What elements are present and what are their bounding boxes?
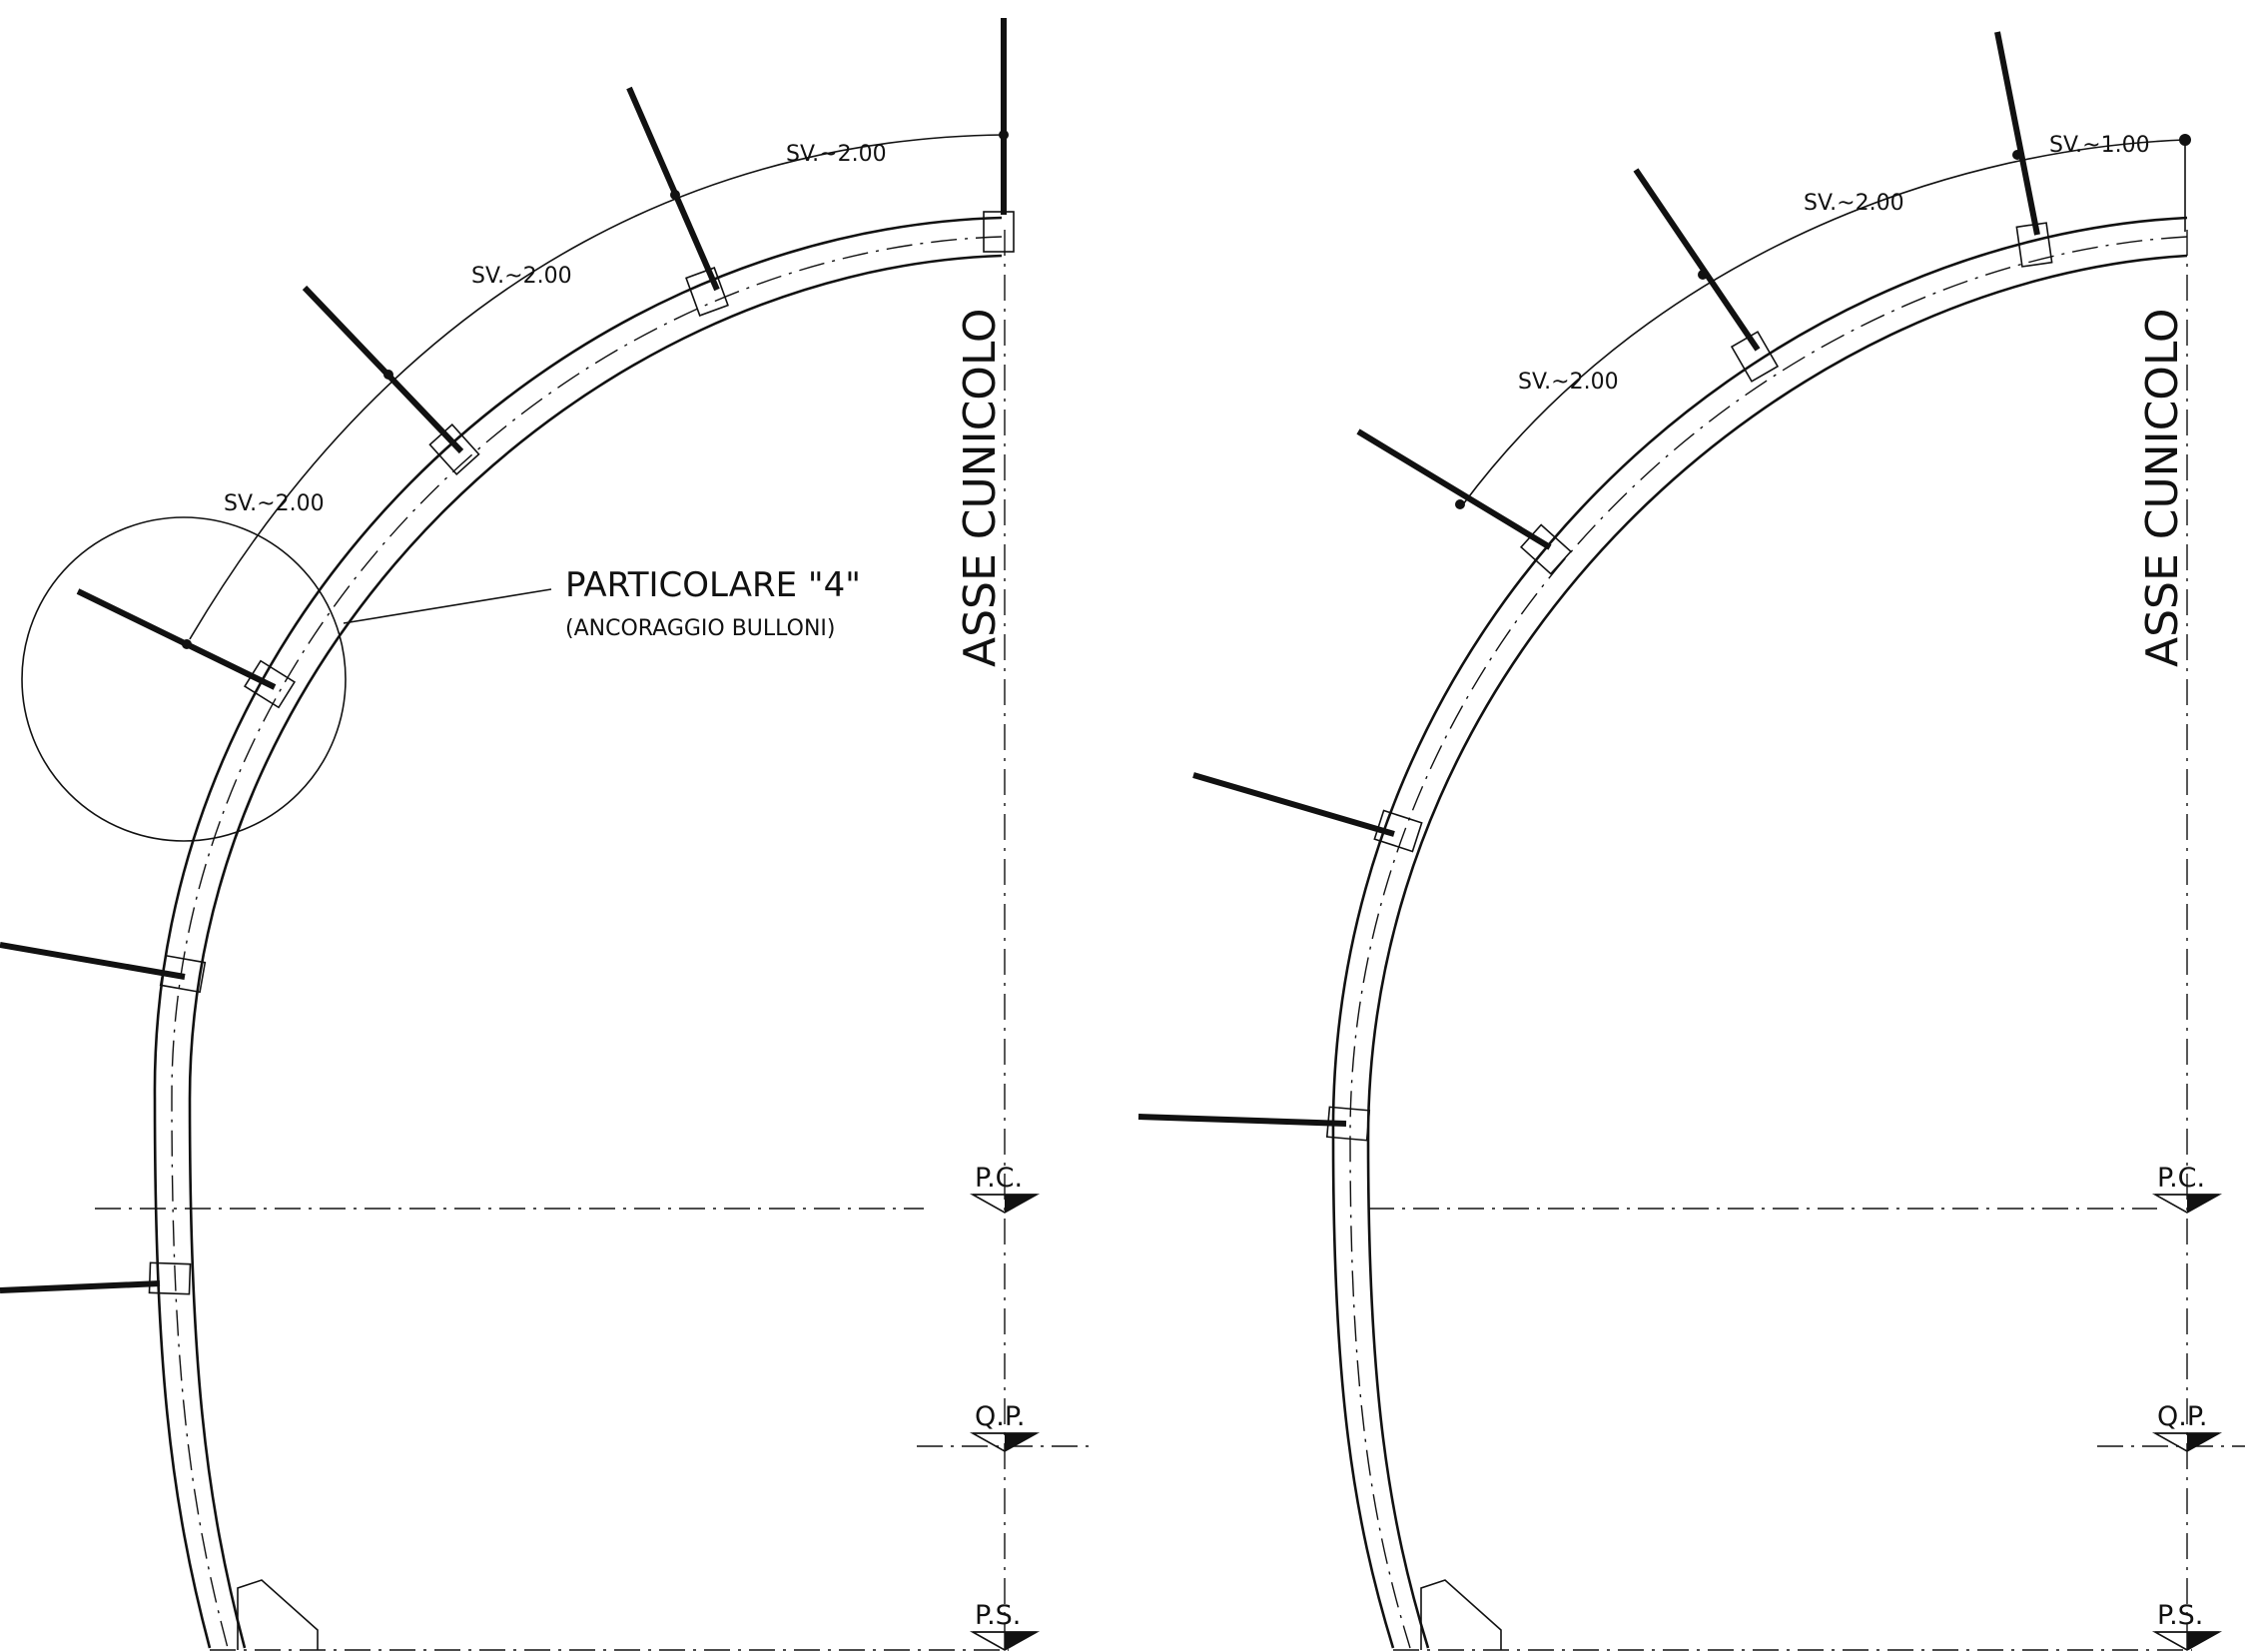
left-rib-inner xyxy=(188,254,1003,1649)
left-spacing-arc xyxy=(189,134,1005,640)
right-section: SV.~1.00 SV.~2.00 SV.~2.00 ASSE CUNICOLO… xyxy=(1137,31,2245,1651)
level-label-pc: P.C. xyxy=(975,1163,1023,1194)
dimension-point xyxy=(2012,150,2022,160)
level-marker-qp xyxy=(969,1432,1041,1452)
level-label-qp: Q.P. xyxy=(2157,1401,2208,1432)
right-foot-plate xyxy=(1420,1579,1502,1650)
tunnel-axis-label: ASSE CUNICOLO xyxy=(955,309,1006,668)
level-marker-pc xyxy=(969,1194,1041,1214)
tunnel-axis-label: ASSE CUNICOLO xyxy=(2137,309,2188,668)
level-label-pc: P.C. xyxy=(2157,1163,2205,1194)
dimension-point xyxy=(2179,134,2191,146)
left-rib-outer xyxy=(153,216,1003,1649)
spacing-label: SV.~2.00 xyxy=(1518,370,1619,395)
left-foot-plate xyxy=(237,1579,319,1650)
dimension-point xyxy=(1455,499,1465,509)
detail-title: PARTICOLARE "4" xyxy=(565,565,861,605)
dimension-point xyxy=(182,639,192,649)
anchor-bolt xyxy=(0,18,1007,1293)
detail-subtitle: (ANCORAGGIO BULLONI) xyxy=(565,616,836,641)
left-section: SV.~2.00 SV.~2.00 SV.~2.00 PARTICOLARE "… xyxy=(0,18,1091,1651)
right-spacing-arc xyxy=(1462,139,2186,505)
left-rib-centerline xyxy=(171,236,1003,1649)
spacing-label: SV.~2.00 xyxy=(1804,191,1904,216)
detail-circle xyxy=(21,516,347,842)
detail-leader xyxy=(343,588,552,624)
anchor-bolt xyxy=(1137,31,2040,1127)
rib-joint xyxy=(1325,222,2053,1142)
level-marker-ps xyxy=(969,1631,1041,1651)
dimension-point xyxy=(670,190,680,200)
dimension-point xyxy=(1698,270,1708,280)
dimension-point xyxy=(999,130,1009,140)
level-label-ps: P.S. xyxy=(975,1600,1021,1631)
level-marker-qp xyxy=(2151,1432,2223,1452)
level-marker-pc xyxy=(2151,1194,2223,1214)
right-rib-centerline xyxy=(1349,236,2188,1649)
right-rib-outer xyxy=(1331,216,2188,1649)
spacing-label: SV.~2.00 xyxy=(224,491,325,516)
right-rib-inner xyxy=(1366,254,2188,1649)
dimension-point xyxy=(383,370,393,380)
rib-joint xyxy=(148,211,1015,1295)
level-label-ps: P.S. xyxy=(2157,1600,2203,1631)
spacing-label: SV.~2.00 xyxy=(471,264,572,289)
spacing-label: SV.~2.00 xyxy=(786,142,887,167)
spacing-label: SV.~1.00 xyxy=(2049,133,2150,158)
level-label-qp: Q.P. xyxy=(975,1401,1026,1432)
level-marker-ps xyxy=(2151,1631,2223,1651)
